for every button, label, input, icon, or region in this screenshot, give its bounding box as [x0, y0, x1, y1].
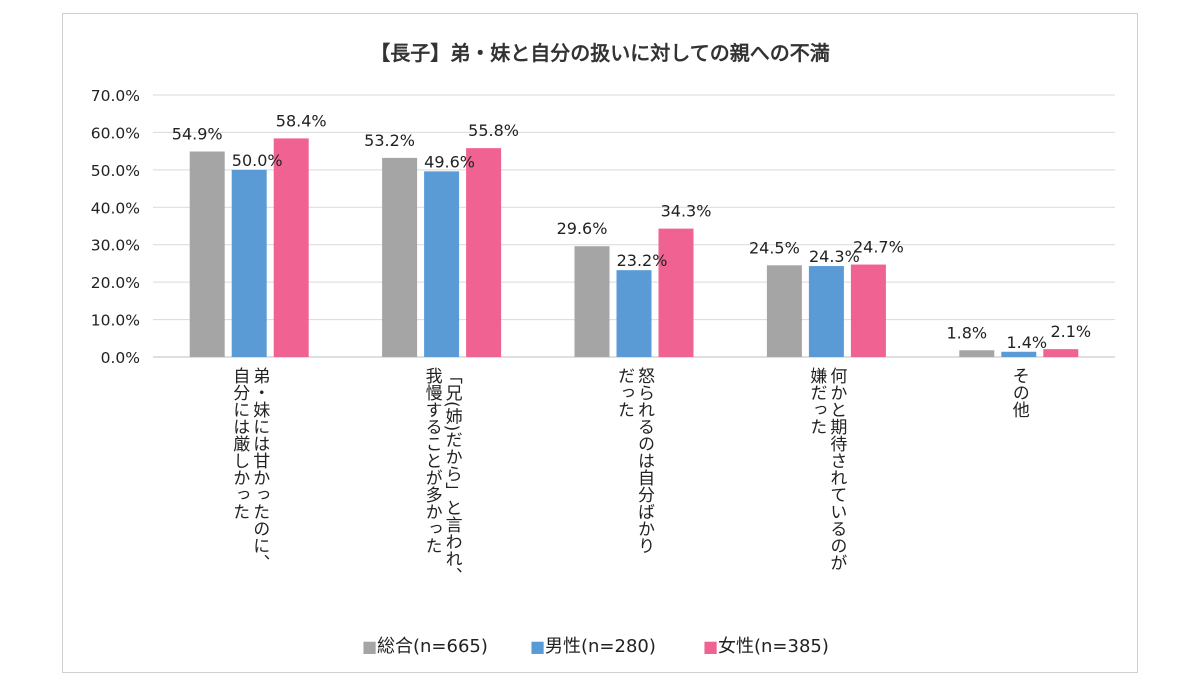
data-label: 49.6% — [424, 152, 475, 171]
data-label: 55.8% — [468, 121, 519, 140]
bar — [1001, 351, 1037, 357]
category-label: 嫌だった — [806, 367, 827, 435]
data-label: 23.2% — [617, 251, 668, 270]
bar — [808, 266, 844, 357]
data-label: 54.9% — [172, 125, 223, 144]
bar — [574, 246, 610, 357]
legend-marker: ■ — [530, 637, 545, 656]
y-tick-label: 30.0% — [91, 237, 140, 255]
category-labels: 弟・妹には甘かったのに、自分には厳しかった 「兄(姉)だから」と言われ、我慢するこ… — [229, 367, 1029, 584]
legend-label: 女性(n=385) — [718, 636, 829, 657]
data-label: 53.2% — [364, 131, 415, 150]
data-label: 24.5% — [749, 238, 800, 257]
data-label: 34.3% — [661, 202, 712, 221]
data-label: 1.8% — [946, 323, 987, 342]
category-label: 「兄(姉)だから」と言われ、 — [442, 367, 463, 584]
legend-marker: ■ — [362, 637, 377, 656]
category-label: だった — [614, 367, 634, 418]
data-label: 24.7% — [853, 238, 904, 257]
data-label: 1.4% — [1006, 333, 1047, 352]
bar — [616, 270, 652, 357]
bar — [231, 169, 267, 357]
gridlines — [153, 94, 1115, 358]
legend-label: 男性(n=280) — [545, 636, 656, 657]
y-tick-label: 10.0% — [91, 312, 140, 330]
data-labels: 54.9% 50.0% 58.4% 53.2% 49.6% 55.8% 29.6% 23.2%… — [172, 111, 1091, 351]
chart-title: 【長子】弟・妹と自分の扱いに対しての親への不満 — [370, 41, 829, 65]
chart-frame — [62, 13, 1138, 673]
y-tick-label: 0.0% — [101, 349, 140, 367]
y-axis: 0.0% 10.0% 20.0% 30.0% 40.0% 50.0% 60.0% 70.0% — [91, 87, 140, 367]
category-label: 何かと期待されているのが — [826, 367, 847, 571]
bar — [658, 228, 694, 357]
y-tick-label: 50.0% — [91, 162, 140, 180]
data-label: 24.3% — [809, 247, 860, 266]
bar — [850, 264, 886, 357]
bar — [424, 171, 460, 357]
bar — [466, 148, 502, 357]
category-label: 我慢することが多かった — [422, 367, 443, 554]
bar — [273, 138, 309, 357]
data-label: 58.4% — [276, 111, 327, 130]
bar — [959, 350, 995, 357]
y-tick-label: 70.0% — [91, 87, 140, 105]
category-label: 自分には厳しかった — [229, 367, 250, 520]
data-label: 50.0% — [232, 151, 283, 170]
category-label: その他 — [1009, 367, 1030, 418]
bars — [189, 138, 1079, 357]
legend-marker: ■ — [703, 637, 718, 656]
y-tick-label: 40.0% — [91, 199, 140, 217]
legend: ■ 総合(n=665) ■ 男性(n=280) ■ 女性(n=385) — [362, 636, 829, 657]
data-label: 29.6% — [557, 219, 608, 238]
y-tick-label: 60.0% — [91, 124, 140, 142]
bar — [766, 265, 802, 357]
category-label: 怒られるのは自分ばかり — [634, 367, 655, 554]
bar — [189, 151, 225, 357]
bar — [382, 157, 418, 357]
y-tick-label: 20.0% — [91, 274, 140, 292]
data-label: 2.1% — [1050, 322, 1091, 341]
bar — [1043, 349, 1079, 357]
category-label: 弟・妹には甘かったのに、 — [249, 367, 270, 571]
legend-label: 総合(n=665) — [377, 636, 488, 657]
